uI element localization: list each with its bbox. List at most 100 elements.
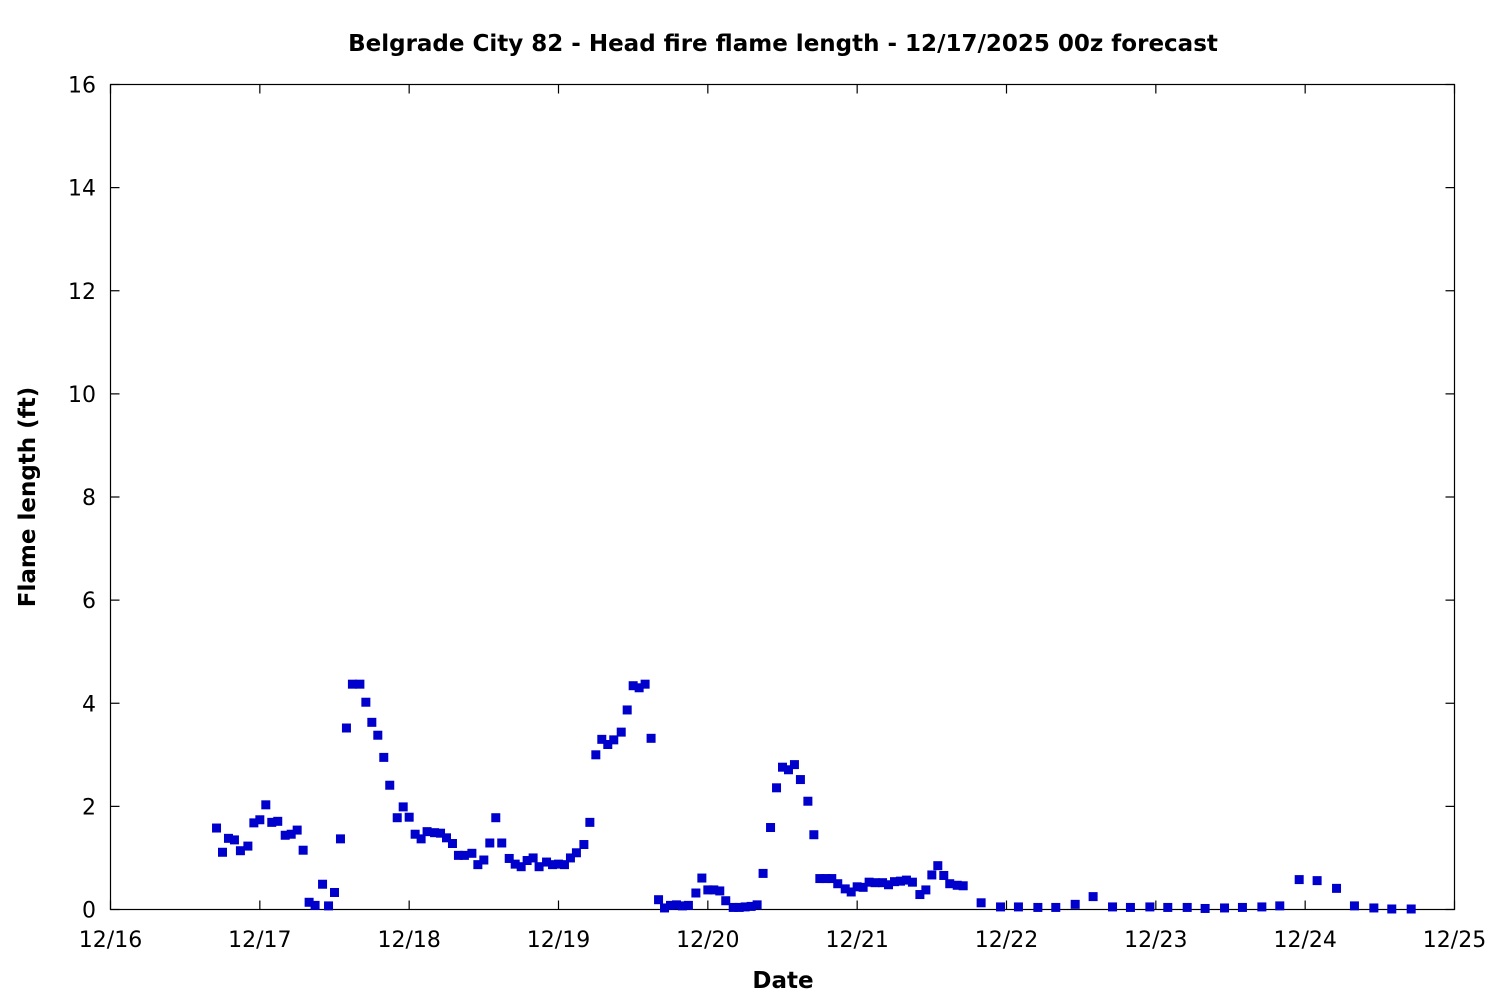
data-point xyxy=(347,679,357,689)
data-point xyxy=(565,853,575,863)
data-point xyxy=(249,818,259,828)
data-point xyxy=(870,878,880,888)
x-axis: 12/16 12/17 12/18 12/19 12/20 12/21 12/22 12/23… xyxy=(79,84,1486,953)
data-point xyxy=(683,900,693,910)
x-tick-label: 12/16 xyxy=(79,928,142,953)
data-point xyxy=(218,847,227,857)
data-point xyxy=(933,861,943,871)
data-point xyxy=(355,679,365,689)
data-point xyxy=(752,900,762,910)
data-point xyxy=(442,833,451,843)
data-point xyxy=(1275,901,1285,911)
data-point xyxy=(404,812,414,822)
data-point xyxy=(235,846,245,856)
data-point xyxy=(758,868,768,878)
data-point xyxy=(385,780,395,790)
data-point xyxy=(280,830,290,840)
data-point xyxy=(436,828,446,838)
data-point xyxy=(416,834,426,844)
data-point xyxy=(815,874,825,884)
y-tick-label: 16 xyxy=(68,74,96,99)
data-point xyxy=(430,828,440,838)
data-point xyxy=(616,727,626,737)
data-point xyxy=(901,875,911,885)
x-tick-label: 12/25 xyxy=(1423,928,1486,953)
data-point xyxy=(324,901,334,911)
data-point xyxy=(691,888,701,898)
data-point xyxy=(554,859,563,869)
data-point xyxy=(373,730,383,740)
data-point xyxy=(1294,875,1304,885)
data-point xyxy=(795,775,805,785)
data-point xyxy=(864,877,874,887)
data-point xyxy=(453,850,463,860)
data-point xyxy=(447,839,457,848)
data-point xyxy=(697,873,707,883)
data-point xyxy=(1163,902,1173,912)
data-point xyxy=(884,880,894,890)
data-point xyxy=(286,829,296,839)
chart-title: Belgrade City 82 - Head fire flame lengt… xyxy=(348,31,1218,57)
x-tick-label: 12/17 xyxy=(228,928,291,953)
data-point xyxy=(392,813,402,823)
data-points xyxy=(212,679,1416,914)
data-point xyxy=(833,879,843,889)
data-point xyxy=(827,874,837,884)
data-point xyxy=(715,886,725,896)
data-point xyxy=(510,859,520,869)
data-point xyxy=(945,879,955,889)
data-point xyxy=(660,903,670,913)
data-point xyxy=(485,838,495,848)
data-point xyxy=(622,705,632,715)
data-point xyxy=(634,683,644,693)
data-point xyxy=(528,853,538,863)
data-point xyxy=(243,841,253,851)
data-point xyxy=(379,752,389,762)
data-point xyxy=(223,833,233,843)
y-tick-label: 12 xyxy=(68,280,96,305)
data-point xyxy=(1332,883,1342,893)
data-point xyxy=(398,802,408,812)
data-point xyxy=(1033,902,1043,912)
data-point xyxy=(654,895,664,905)
data-point xyxy=(803,796,813,806)
data-point xyxy=(255,815,265,825)
data-point xyxy=(603,740,613,749)
data-point xyxy=(591,750,601,760)
data-point xyxy=(958,881,968,891)
y-tick-label: 2 xyxy=(82,795,96,820)
data-point xyxy=(952,880,962,890)
y-tick-label: 0 xyxy=(82,899,96,924)
data-point xyxy=(1406,904,1416,914)
data-point xyxy=(1220,903,1230,913)
y-tick-label: 6 xyxy=(82,589,96,614)
data-point xyxy=(304,897,314,907)
data-point xyxy=(915,890,925,900)
data-point xyxy=(473,860,483,870)
x-tick-label: 12/21 xyxy=(825,928,888,953)
data-point xyxy=(789,760,799,770)
data-point xyxy=(821,874,831,884)
data-point xyxy=(459,850,469,860)
data-point xyxy=(890,877,899,887)
y-tick-label: 8 xyxy=(82,486,96,511)
data-point xyxy=(516,862,526,872)
data-point xyxy=(878,878,888,888)
data-point xyxy=(273,816,283,826)
data-point xyxy=(341,723,351,733)
y-tick-label: 10 xyxy=(68,383,96,408)
data-point xyxy=(292,825,302,835)
data-point xyxy=(677,901,687,911)
data-point xyxy=(1108,902,1118,912)
data-point xyxy=(1182,902,1192,912)
data-point xyxy=(746,901,756,911)
plot-area-frame xyxy=(109,83,1456,911)
data-point xyxy=(367,717,377,727)
data-point xyxy=(609,735,619,745)
data-point xyxy=(1088,892,1098,902)
data-point xyxy=(852,882,862,892)
data-point xyxy=(1013,902,1023,912)
data-point xyxy=(1237,902,1247,912)
data-point xyxy=(330,887,339,897)
